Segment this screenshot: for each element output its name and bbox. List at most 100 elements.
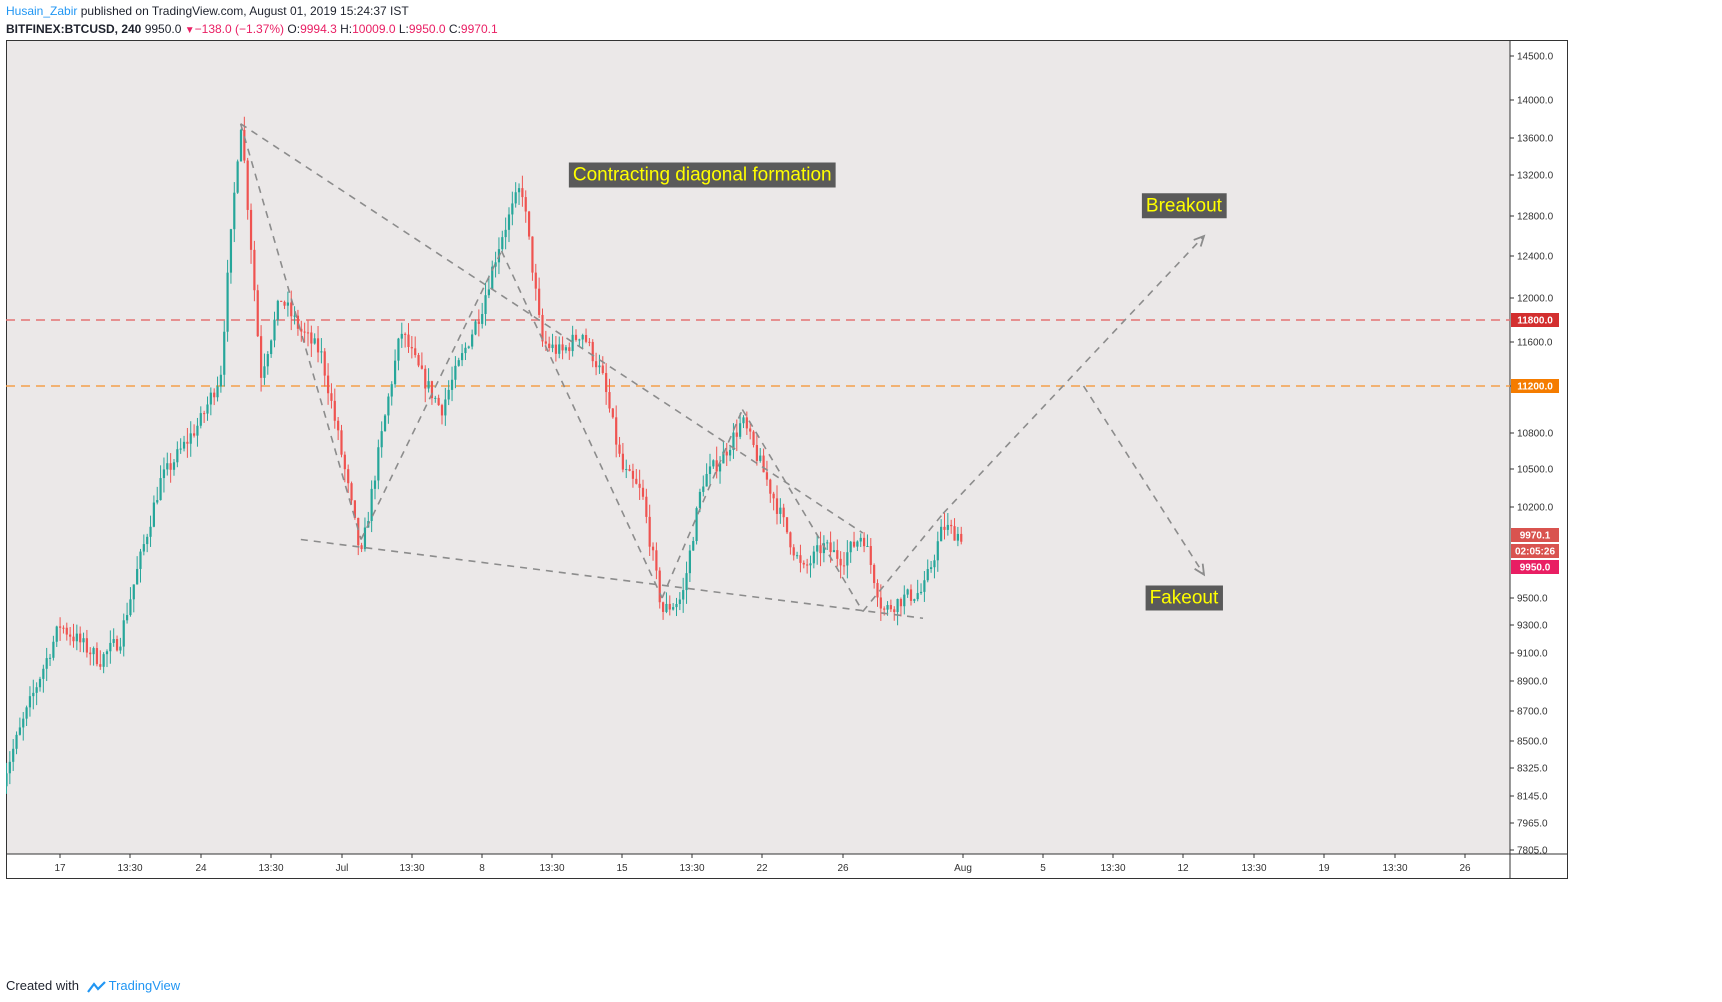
candle-down xyxy=(568,342,571,360)
candle-up xyxy=(266,351,269,375)
candle-up xyxy=(946,513,949,536)
candle-down xyxy=(89,647,92,666)
candle-down xyxy=(213,388,216,406)
candle-up xyxy=(233,182,236,243)
candle-up xyxy=(377,439,380,490)
candle-up xyxy=(129,587,132,617)
candle-up xyxy=(494,251,497,278)
candle-down xyxy=(755,433,758,466)
y-tick-label: 8700.0 xyxy=(1517,707,1548,718)
candle-up xyxy=(551,333,554,353)
candle-down xyxy=(326,363,330,405)
y-tick-label: 10200.0 xyxy=(1517,503,1554,514)
candle-up xyxy=(293,306,296,325)
y-tick-label: 11600.0 xyxy=(1517,338,1553,349)
x-tick-label: 19 xyxy=(1318,863,1330,874)
candle-up xyxy=(370,480,373,533)
candle-down xyxy=(407,323,410,353)
candle-down xyxy=(280,300,283,302)
projection-arrow[interactable] xyxy=(942,234,1206,515)
candle-down xyxy=(635,469,638,485)
candle-up xyxy=(685,561,688,604)
candle-up xyxy=(393,349,397,388)
candle-down xyxy=(842,552,846,575)
candle-up xyxy=(665,592,668,614)
candle-up xyxy=(940,519,943,542)
candle-down xyxy=(259,325,263,392)
candle-up xyxy=(32,679,35,710)
candle-up xyxy=(859,533,862,548)
candle-up xyxy=(826,539,829,551)
author-link[interactable]: Husain_Zabir xyxy=(6,4,78,18)
trend-line[interactable] xyxy=(360,250,503,540)
candle-up xyxy=(390,381,393,406)
candle-up xyxy=(276,299,279,326)
trend-line[interactable] xyxy=(500,250,663,599)
candle-up xyxy=(434,395,437,403)
candle-up xyxy=(926,559,929,583)
trend-line[interactable] xyxy=(862,512,944,613)
candle-down xyxy=(591,339,594,368)
candle-down xyxy=(357,517,360,556)
candle-up xyxy=(152,495,155,528)
candle-down xyxy=(437,394,440,406)
last-price: 9950.0 xyxy=(144,22,182,36)
candle-down xyxy=(534,263,537,301)
x-tick-label: 26 xyxy=(1459,863,1471,874)
candle-down xyxy=(414,336,417,358)
candle-up xyxy=(598,354,601,374)
annotation-label[interactable]: Contracting diagonal formation xyxy=(568,162,836,188)
chart[interactable]: Contracting diagonal formation Breakout Fa… xyxy=(6,40,1719,965)
candle-up xyxy=(142,534,145,556)
candle-down xyxy=(424,365,427,403)
candle-down xyxy=(253,240,256,302)
candle-up xyxy=(916,579,919,602)
candle-down xyxy=(283,300,286,310)
candle-up xyxy=(832,541,836,553)
last-price-tag: 9970.1 xyxy=(1511,528,1559,542)
candle-down xyxy=(621,442,624,473)
candle-down xyxy=(306,320,310,347)
candle-up xyxy=(102,652,105,674)
candle-down xyxy=(296,309,300,336)
candle-down xyxy=(628,464,631,472)
trend-line[interactable] xyxy=(741,409,864,612)
candle-down xyxy=(819,531,822,567)
annotation-label[interactable]: Breakout xyxy=(1141,193,1227,219)
candle-down xyxy=(802,560,805,569)
trend-line[interactable] xyxy=(300,538,924,620)
candle-up xyxy=(578,338,581,347)
candle-down xyxy=(899,597,903,617)
candle-up xyxy=(712,459,715,469)
x-tick-label: 12 xyxy=(1177,863,1189,874)
projection-arrow[interactable] xyxy=(1082,385,1206,577)
candle-down xyxy=(360,542,363,553)
candle-down xyxy=(541,308,544,347)
candle-up xyxy=(226,259,229,342)
trend-line[interactable] xyxy=(661,409,744,599)
candle-up xyxy=(35,682,38,706)
candle-down xyxy=(715,446,718,479)
candle-down xyxy=(169,453,172,483)
candle-up xyxy=(514,182,517,208)
annotation-label[interactable]: Fakeout xyxy=(1145,585,1223,611)
candle-up xyxy=(125,602,129,624)
candle-up xyxy=(444,387,447,426)
candle-up xyxy=(55,625,58,647)
plot-area xyxy=(6,40,1510,854)
y-tick-label: 14500.0 xyxy=(1517,52,1554,63)
candle-up xyxy=(162,457,166,493)
candle-down xyxy=(876,579,879,607)
candle-up xyxy=(109,630,112,664)
candle-down xyxy=(69,627,72,646)
candle-up xyxy=(558,336,561,359)
candle-up xyxy=(383,414,387,432)
candle-down xyxy=(668,595,671,616)
low-value: 9950.0 xyxy=(408,22,446,36)
candle-down xyxy=(310,325,313,357)
candle-down xyxy=(836,539,839,567)
candle-up xyxy=(15,731,18,755)
x-tick-label: 13:30 xyxy=(539,863,564,874)
x-tick-label: 13:30 xyxy=(1241,863,1266,874)
tradingview-brand-link[interactable]: TradingView xyxy=(108,978,181,993)
